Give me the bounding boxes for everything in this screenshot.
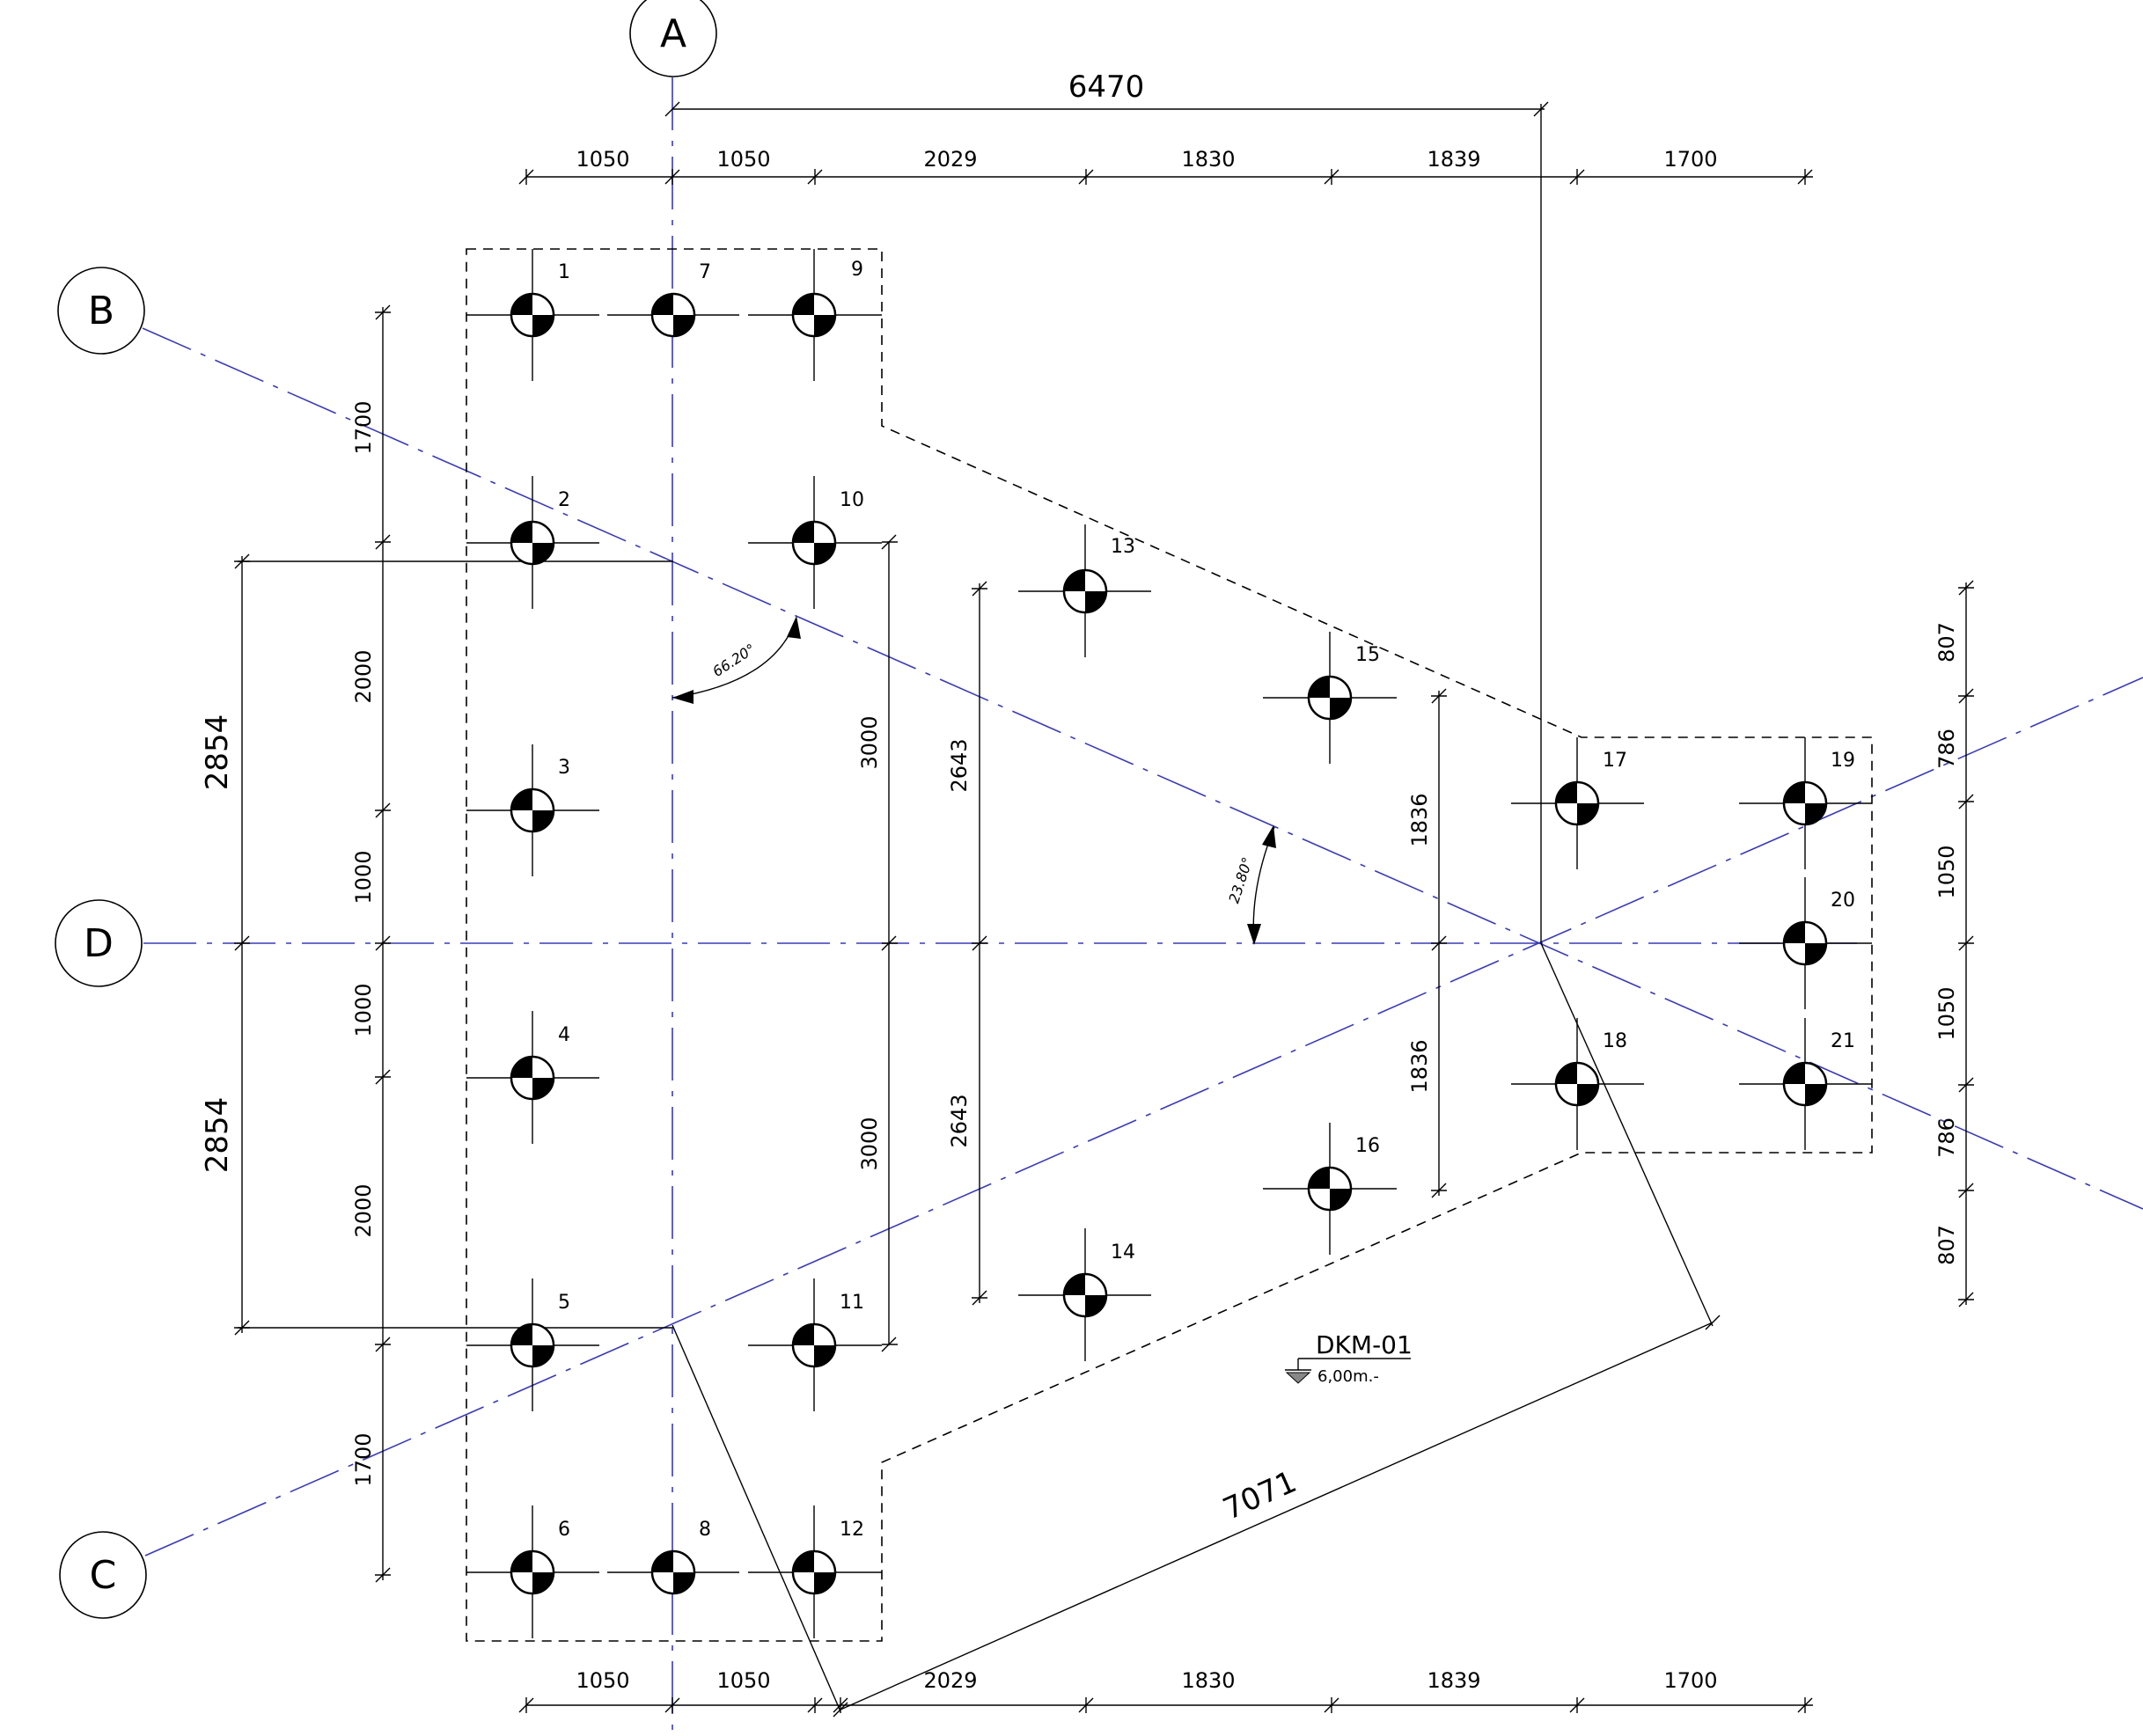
dim-diagonal: 7071 bbox=[1218, 1464, 1302, 1527]
footing-outline bbox=[466, 248, 1873, 1642]
grid-axis-lines bbox=[142, 77, 2143, 1736]
axis-line-c bbox=[144, 677, 2143, 1557]
pile-number: 5 bbox=[558, 1292, 570, 1314]
dimension-lines bbox=[234, 101, 1974, 1718]
axis-bubbles bbox=[55, 0, 717, 1619]
pile-number: 9 bbox=[851, 259, 863, 281]
dim-col-1836: 1836 bbox=[1407, 793, 1432, 846]
dim-right-chain: 786 bbox=[1934, 729, 1959, 769]
dim-top-chain: 1839 bbox=[1427, 147, 1480, 172]
pile-number: 13 bbox=[1111, 536, 1135, 558]
pile-number: 16 bbox=[1355, 1135, 1380, 1157]
dim-top-overall: 6470 bbox=[1068, 70, 1145, 105]
pile-number: 14 bbox=[1111, 1242, 1135, 1264]
dim-bottom-chain: 1839 bbox=[1427, 1668, 1480, 1693]
dim-bottom-chain: 1050 bbox=[716, 1668, 770, 1693]
dim-bottom-chain: 1830 bbox=[1181, 1668, 1235, 1693]
dim-left-inner: 2000 bbox=[351, 649, 376, 703]
dim-col-3000: 3000 bbox=[857, 1117, 882, 1170]
axis-label-b: B bbox=[88, 289, 114, 333]
pile-number: 7 bbox=[699, 261, 711, 283]
pile-fill-quadrants bbox=[511, 294, 1826, 1593]
pile-number: 21 bbox=[1831, 1030, 1855, 1052]
axis-bubble-a bbox=[629, 0, 717, 77]
dim-right-chain: 1050 bbox=[1934, 845, 1959, 898]
angle-label-upper: 66.20° bbox=[709, 641, 758, 680]
dim-left-outer: 2854 bbox=[200, 1097, 235, 1174]
angle-arcs bbox=[672, 618, 1275, 944]
axis-bubble-b bbox=[57, 267, 145, 355]
pile-number: 12 bbox=[840, 1519, 864, 1541]
dim-top-chain: 1830 bbox=[1181, 147, 1235, 172]
dim-col-3000: 3000 bbox=[857, 715, 882, 769]
dim-left-outer: 2854 bbox=[200, 714, 235, 791]
dim-right-chain: 786 bbox=[1934, 1117, 1959, 1158]
pile-number: 6 bbox=[558, 1519, 570, 1541]
pile-number: 8 bbox=[699, 1519, 711, 1541]
level-marker-icon bbox=[1285, 1372, 1311, 1384]
dim-right-chain: 807 bbox=[1934, 622, 1959, 663]
dim-col-2643: 2643 bbox=[947, 1094, 972, 1147]
dim-col-1836: 1836 bbox=[1407, 1039, 1432, 1093]
dim-bottom-chain: 1700 bbox=[1663, 1668, 1717, 1693]
construction-lines bbox=[238, 104, 1714, 1712]
pile-number: 19 bbox=[1831, 750, 1855, 772]
pile-number: 2 bbox=[558, 489, 570, 511]
dim-col-2643: 2643 bbox=[947, 738, 972, 792]
axis-label-c: C bbox=[90, 1553, 117, 1598]
dim-left-inner: 2000 bbox=[351, 1183, 376, 1237]
footing-tag: DKM-01 6,00m.- bbox=[1285, 1330, 1413, 1386]
dimension-texts: 6470 1050 1050 2029 1830 1839 1700 1050 … bbox=[200, 70, 1959, 1693]
pile-number: 17 bbox=[1603, 750, 1627, 772]
pile-number: 18 bbox=[1603, 1030, 1627, 1052]
footing-tag-level: 6,00m.- bbox=[1317, 1367, 1379, 1386]
dim-top-chain: 2029 bbox=[923, 147, 977, 172]
dim-right-chain: 1050 bbox=[1934, 986, 1959, 1040]
dim-left-inner: 1700 bbox=[351, 1432, 376, 1486]
dim-left-inner: 1000 bbox=[351, 850, 376, 904]
dim-right-chain: 807 bbox=[1934, 1225, 1959, 1265]
axis-bubble-c bbox=[59, 1531, 147, 1619]
pile-number: 11 bbox=[840, 1292, 864, 1314]
pile-number: 10 bbox=[840, 489, 864, 511]
pile-number: 3 bbox=[558, 757, 570, 779]
dim-left-inner: 1700 bbox=[351, 400, 376, 454]
dim-left-inner: 1000 bbox=[351, 983, 376, 1036]
axis-line-b bbox=[142, 327, 2143, 1210]
angle-arrowheads bbox=[672, 616, 1276, 945]
pile-number: 20 bbox=[1831, 890, 1855, 912]
axis-label-d: D bbox=[84, 921, 114, 966]
axis-bubble-d bbox=[55, 899, 143, 987]
dim-top-chain: 1050 bbox=[576, 147, 629, 172]
dim-bottom-chain: 2029 bbox=[923, 1668, 977, 1693]
dim-top-chain: 1700 bbox=[1663, 147, 1717, 172]
pile-numbers: 1 2 3 4 5 6 7 8 9 10 11 12 13 14 15 16 1… bbox=[558, 259, 1855, 1541]
pile-number: 4 bbox=[558, 1024, 570, 1046]
angle-label-lower: 23.80° bbox=[1225, 855, 1256, 905]
axis-label-a: A bbox=[660, 11, 686, 56]
footing-tag-name: DKM-01 bbox=[1316, 1330, 1413, 1359]
dim-bottom-chain: 1050 bbox=[576, 1668, 629, 1693]
pile-number: 1 bbox=[558, 261, 570, 283]
dim-top-chain: 1050 bbox=[716, 147, 770, 172]
pile-number: 15 bbox=[1355, 644, 1380, 666]
